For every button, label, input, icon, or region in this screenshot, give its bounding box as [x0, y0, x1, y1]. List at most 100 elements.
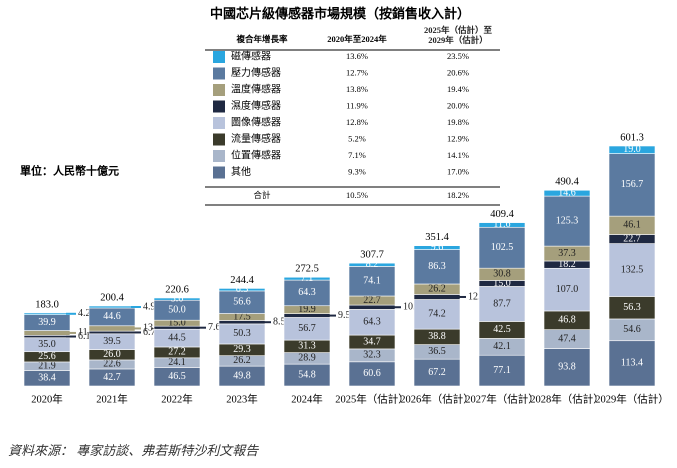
value-label: 19.9 — [298, 304, 316, 315]
cagr: 19.4% — [447, 84, 469, 94]
legend-label: 磁傳感器 — [231, 49, 271, 62]
value-label: 56.6 — [233, 297, 251, 308]
value-label: 32.3 — [363, 350, 381, 361]
total-label: 272.5 — [295, 264, 319, 275]
value-label: 42.1 — [493, 341, 511, 352]
legend-label: 圖像傳感器 — [231, 115, 281, 128]
value-label: 14.6 — [558, 187, 576, 198]
cagr: 9.3% — [348, 166, 366, 176]
bar-segment — [88, 330, 136, 335]
legend-swatch — [213, 100, 225, 113]
legend-swatch — [213, 133, 225, 146]
bar-segment — [478, 226, 526, 269]
source: 資料來源： 專家訪談、弗若斯特沙利文報告 — [8, 443, 259, 458]
bar-segment — [23, 330, 71, 336]
cagr: 23.5% — [447, 51, 469, 61]
value-label: 54.8 — [298, 369, 316, 380]
bar-segment — [543, 195, 591, 247]
value-label: 74.1 — [363, 276, 381, 287]
legend-label: 流量傳感器 — [231, 132, 281, 145]
value-label: 56.3 — [623, 302, 641, 313]
value-label: 4.2 — [78, 308, 91, 319]
value-label: 125.3 — [556, 215, 579, 226]
bar-segment — [283, 279, 331, 307]
value-label: 27.2 — [168, 347, 186, 358]
bar-segment — [413, 249, 461, 285]
legend-swatch — [213, 51, 225, 63]
value-label: 113.4 — [621, 358, 643, 369]
bar-segment — [283, 276, 331, 281]
value-label: 7.6 — [208, 322, 221, 333]
value-label: 34.7 — [363, 336, 381, 347]
x-tick-label: 2023年 — [226, 392, 258, 405]
cagr: 5.2% — [348, 133, 366, 143]
legend-label: 濕度傳感器 — [231, 99, 281, 112]
table-header: 複合年增長率 — [235, 34, 288, 44]
total-label: 307.7 — [360, 250, 384, 261]
bar-segment — [348, 262, 396, 267]
value-label: 86.3 — [428, 261, 446, 272]
value-label: 8.5 — [273, 316, 286, 327]
table-header: 2025年（估計）至2029年（估計） — [423, 25, 492, 45]
value-label: 56.7 — [298, 323, 316, 334]
legend-label: 其他 — [231, 165, 251, 178]
cagr: 12.7% — [346, 67, 368, 77]
total-cagr: 10.5% — [346, 190, 368, 200]
x-tick-label: 2029年（估計） — [595, 392, 669, 405]
cagr: 12.9% — [447, 133, 469, 143]
value-label: 38.4 — [38, 373, 56, 384]
value-label: 28.9 — [298, 353, 316, 364]
x-tick-label: 2020年 — [31, 392, 63, 405]
bar-segment — [348, 361, 396, 387]
value-label: 156.7 — [621, 179, 644, 190]
cagr: 13.8% — [346, 84, 368, 94]
value-label: 18.2 — [558, 259, 576, 270]
cagr: 14.1% — [447, 150, 469, 160]
value-label: 17.5 — [233, 311, 251, 322]
value-label: 67.2 — [428, 367, 446, 378]
cagr: 20.0% — [447, 100, 469, 110]
value-label: 11.6 — [493, 219, 510, 230]
bar-segment — [543, 348, 591, 387]
legend-label: 壓力傳感器 — [231, 66, 281, 79]
value-label: 24.1 — [168, 357, 186, 368]
value-label: 42.5 — [493, 324, 511, 335]
value-label: 44.6 — [103, 311, 121, 322]
x-tick-label: 2027年（估計） — [465, 392, 539, 405]
chart-title: 中國芯片級傳感器市場規模（按銷售收入計） — [210, 6, 470, 21]
value-label: 64.3 — [298, 287, 316, 298]
value-label: 54.6 — [623, 324, 641, 335]
value-label: 22.7 — [623, 233, 641, 244]
bar-segment — [543, 189, 591, 197]
value-label: 93.8 — [558, 362, 576, 373]
bar-segment — [608, 153, 656, 217]
cagr: 20.6% — [447, 67, 469, 77]
value-label: 37.3 — [558, 248, 576, 259]
x-tick-label: 2024年 — [291, 392, 323, 405]
bar-segment — [153, 297, 201, 301]
total-label: 183.0 — [35, 299, 59, 310]
legend-swatch — [213, 166, 225, 179]
bar-segment — [88, 325, 136, 332]
legend-swatch — [213, 67, 225, 80]
bar-segment — [413, 245, 461, 250]
value-label: 21.9 — [38, 361, 56, 372]
value-label: 26.0 — [103, 349, 121, 360]
cagr: 13.6% — [346, 51, 368, 61]
bar-segment — [478, 354, 526, 387]
bar-segment — [608, 145, 656, 154]
value-label: 46.5 — [168, 371, 186, 382]
total-label: 409.4 — [490, 209, 514, 220]
value-label: 15.0 — [493, 278, 511, 289]
total-label: 200.4 — [100, 292, 124, 303]
value-label: 77.1 — [493, 365, 511, 376]
value-label: 11.9 — [78, 327, 95, 338]
value-label: 6.7 — [143, 327, 156, 338]
value-label: 102.5 — [491, 242, 514, 253]
value-label: 50.0 — [168, 305, 186, 316]
value-label: 19.0 — [623, 144, 641, 155]
value-label: 9.5 — [338, 310, 351, 321]
value-label: 30.8 — [493, 269, 511, 280]
value-label: 5.6 — [171, 293, 184, 304]
